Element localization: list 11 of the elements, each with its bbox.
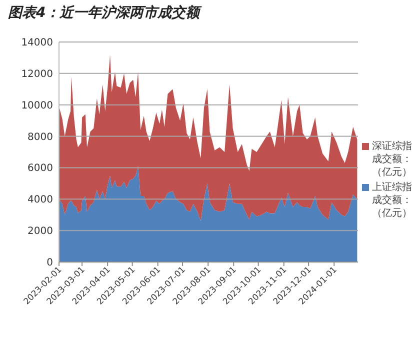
- y-tick-label: 10000: [21, 100, 53, 112]
- chart-title: 图表4：近一年沪深两市成交额: [8, 4, 200, 22]
- legend-label: 深证综指成交额：（亿元）: [372, 141, 412, 178]
- y-tick-label: 12000: [21, 68, 53, 80]
- y-tick-label: 2000: [28, 226, 53, 238]
- y-tick-label: 0: [46, 258, 53, 268]
- y-tick-label: 8000: [28, 132, 53, 143]
- y-tick-label: 6000: [28, 163, 53, 174]
- y-tick-label: 14000: [21, 38, 53, 48]
- y-tick-label: 4000: [28, 194, 53, 206]
- legend-label: 上证综指成交额：（亿元）: [372, 182, 412, 219]
